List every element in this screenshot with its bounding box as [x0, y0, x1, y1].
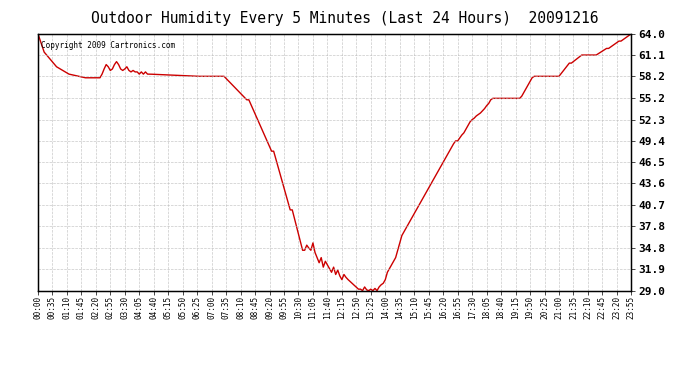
Text: Outdoor Humidity Every 5 Minutes (Last 24 Hours)  20091216: Outdoor Humidity Every 5 Minutes (Last 2…	[91, 11, 599, 26]
Text: Copyright 2009 Cartronics.com: Copyright 2009 Cartronics.com	[41, 42, 175, 51]
